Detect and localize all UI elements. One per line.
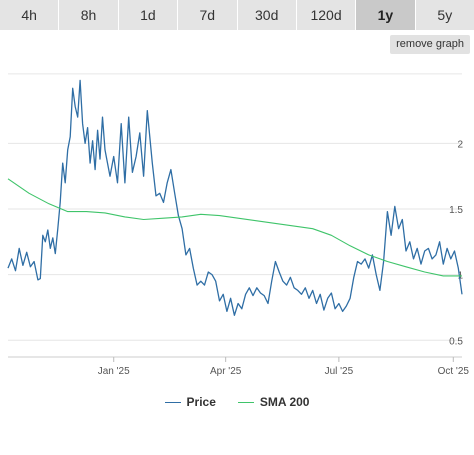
grid-lines [8, 73, 462, 358]
chart-legend: Price SMA 200 [0, 394, 474, 410]
tab-4h[interactable]: 4h [0, 0, 60, 30]
legend-label: SMA 200 [259, 395, 310, 409]
tab-1y[interactable]: 1y [356, 0, 416, 30]
legend-label: Price [186, 395, 216, 409]
remove-graph-button[interactable]: remove graph [390, 35, 470, 54]
y-tick-label: 1.5 [449, 205, 463, 216]
legend-swatch [164, 401, 181, 403]
x-tick-label: Oct '25 [438, 366, 470, 377]
legend-item-price[interactable]: Price [164, 395, 216, 409]
y-tick-label: 0.5 [449, 336, 463, 347]
x-tick-label: Apr '25 [210, 366, 242, 377]
x-tick-label: Jan '25 [98, 366, 130, 377]
tab-120d[interactable]: 120d [296, 0, 357, 30]
series-line-sma-200 [7, 178, 462, 277]
tab-7d[interactable]: 7d [178, 0, 238, 30]
x-tick-label: Jul '25 [325, 366, 354, 377]
timeframe-tabs: 4h 8h 1d 7d 30d 120d 1y 5y [0, 0, 474, 30]
tab-30d[interactable]: 30d [237, 0, 297, 30]
series-lines [7, 79, 463, 316]
legend-item-sma-200[interactable]: SMA 200 [237, 395, 310, 409]
tab-8h[interactable]: 8h [59, 0, 119, 30]
legend-swatch [237, 401, 254, 403]
y-tick-label: 2 [457, 139, 463, 150]
x-axis-ticks: Jan '25 Apr '25 Jul '25 Oct '25 [98, 357, 470, 377]
tab-5y[interactable]: 5y [415, 0, 474, 30]
price-chart: 0.511.52 Jan '25 Apr '25 Jul '25 Oct '25 [7, 73, 470, 377]
series-line-price [7, 79, 463, 316]
tab-1d[interactable]: 1d [118, 0, 179, 30]
y-axis-ticks: 0.511.52 [449, 139, 463, 347]
